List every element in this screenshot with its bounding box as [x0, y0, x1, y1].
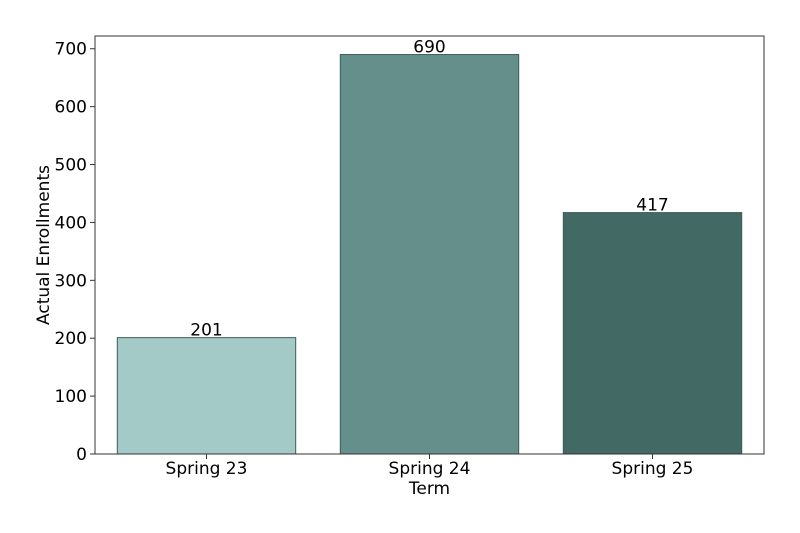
bar-spring-24	[339, 54, 520, 455]
data-labels-group: 201 690 417	[190, 38, 668, 341]
data-label: 690	[413, 38, 445, 58]
y-axis-title: Actual Enrollments	[34, 165, 54, 325]
x-axis-ticks: Spring 23 Spring 24 Spring 25	[166, 454, 694, 479]
y-tick-label: 0	[76, 445, 87, 465]
y-tick-label: 500	[55, 156, 87, 176]
y-tick-label: 700	[55, 40, 87, 60]
x-tick-label: Spring 24	[389, 459, 471, 479]
x-tick-label: Spring 25	[612, 459, 694, 479]
plot-frame	[94, 35, 765, 455]
data-label: 201	[190, 321, 222, 341]
bar-spring-25	[562, 212, 743, 455]
data-label: 417	[636, 196, 668, 216]
y-tick-label: 300	[55, 271, 87, 291]
x-tick-label: Spring 23	[166, 459, 248, 479]
y-tick-label: 200	[55, 329, 87, 349]
y-axis-ticks: 0 100 200 300 400 500 600 700	[55, 40, 95, 465]
y-tick-label: 400	[55, 213, 87, 233]
x-axis-title: Term	[408, 479, 450, 499]
bar-spring-23	[116, 337, 297, 455]
y-tick-label: 100	[55, 387, 87, 407]
y-tick-label: 600	[55, 98, 87, 118]
bars-group	[116, 54, 743, 455]
